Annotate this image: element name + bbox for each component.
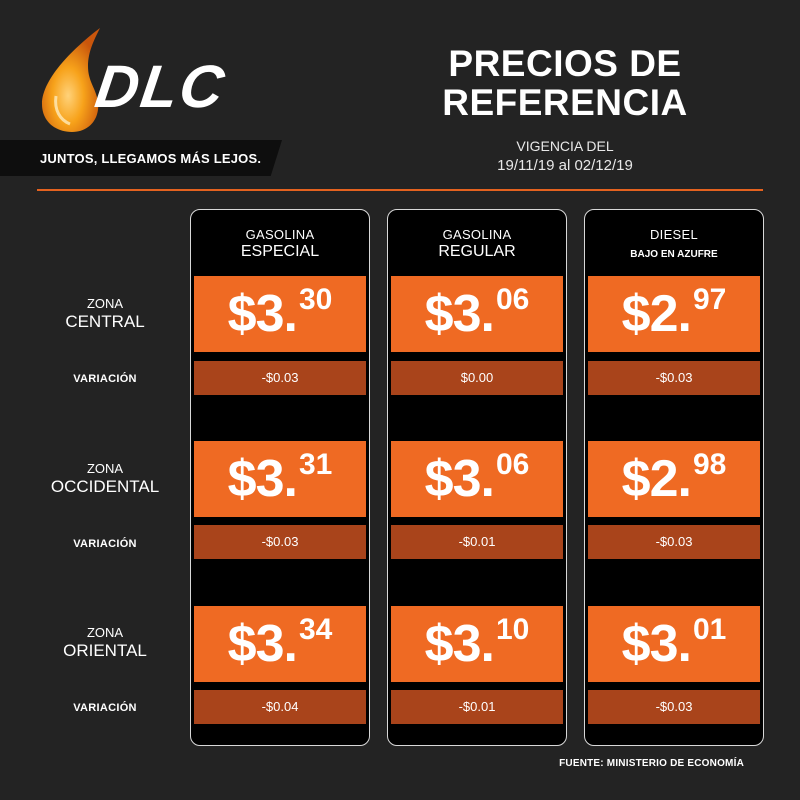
fuel-type: GASOLINA	[442, 227, 512, 242]
variation-oriental-regular: -$0.01	[391, 690, 563, 724]
price-cents: 31	[298, 448, 333, 481]
zone-word: ZONA	[86, 625, 124, 640]
price-dollars: $2.	[621, 285, 692, 343]
fuel-grade: REGULAR	[438, 243, 516, 260]
price-central-especial: $3.30	[194, 276, 366, 352]
price-cents: 30	[298, 283, 333, 316]
price-cents: 06	[495, 448, 530, 481]
price-oriental-regular: $3.10	[391, 606, 563, 682]
price-occidental-regular: $3.06	[391, 441, 563, 517]
source-note: FUENTE: MINISTERIO DE ECONOMÍA	[559, 758, 744, 769]
fuel-type: GASOLINA	[245, 227, 315, 242]
title-line-1: PRECIOS DE	[448, 43, 682, 84]
zone-word: ZONA	[86, 461, 124, 476]
zone-word: ZONA	[86, 296, 124, 311]
zone-label-occidental: ZONA OCCIDENTAL	[30, 460, 180, 496]
variation-occidental-diesel: -$0.03	[588, 525, 760, 559]
header-divider	[37, 189, 763, 191]
price-oriental-diesel: $3.01	[588, 606, 760, 682]
zone-name: OCCIDENTAL	[50, 477, 160, 496]
fuel-type: DIESEL	[649, 227, 699, 242]
price-dollars: $3.	[227, 615, 298, 673]
logo-text: DLC	[91, 53, 231, 120]
price-central-diesel: $2.97	[588, 276, 760, 352]
column-header: GASOLINA REGULAR	[388, 226, 566, 260]
variation-occidental-especial: -$0.03	[194, 525, 366, 559]
zone-label-central: ZONA CENTRAL	[30, 295, 180, 331]
price-dollars: $3.	[621, 615, 692, 673]
column-header: DIESEL BAJO EN AZUFRE	[585, 226, 763, 263]
price-cents: 06	[495, 283, 530, 316]
slogan-bar	[0, 140, 282, 176]
price-cents: 34	[298, 613, 333, 646]
price-cents: 97	[692, 283, 727, 316]
variation-oriental-especial: -$0.04	[194, 690, 366, 724]
price-dollars: $3.	[424, 450, 495, 508]
variation-oriental-diesel: -$0.03	[588, 690, 760, 724]
price-occidental-diesel: $2.98	[588, 441, 760, 517]
zone-label-oriental: ZONA ORIENTAL	[30, 624, 180, 660]
zone-name: ORIENTAL	[63, 641, 147, 660]
price-dollars: $3.	[424, 615, 495, 673]
oil-drop-icon	[42, 28, 100, 132]
price-dollars: $3.	[227, 450, 298, 508]
variation-central-diesel: -$0.03	[588, 361, 760, 395]
fuel-grade: BAJO EN AZUFRE	[630, 249, 718, 260]
brand-logo: DLC	[36, 26, 286, 136]
zone-name: CENTRAL	[65, 312, 145, 331]
price-dollars: $3.	[424, 285, 495, 343]
variation-central-especial: -$0.03	[194, 361, 366, 395]
fuel-grade: ESPECIAL	[240, 243, 320, 260]
price-cents: 98	[692, 448, 727, 481]
column-header: GASOLINA ESPECIAL	[191, 226, 369, 260]
title-line-2: REFERENCIA	[442, 82, 688, 123]
vigencia-label: VIGENCIA DEL	[516, 138, 614, 154]
vigencia-dates: 19/11/19 al 02/12/19	[497, 157, 633, 174]
variation-label-central: VARIACIÓN	[73, 373, 137, 385]
price-dollars: $2.	[621, 450, 692, 508]
variation-occidental-regular: -$0.01	[391, 525, 563, 559]
page-title: PRECIOS DE REFERENCIA	[400, 44, 730, 122]
price-central-regular: $3.06	[391, 276, 563, 352]
price-oriental-especial: $3.34	[194, 606, 366, 682]
variation-label-occidental: VARIACIÓN	[73, 538, 137, 550]
price-occidental-especial: $3.31	[194, 441, 366, 517]
slogan: JUNTOS, LLEGAMOS MÁS LEJOS.	[40, 151, 262, 166]
price-cents: 10	[495, 613, 530, 646]
variation-label-oriental: VARIACIÓN	[73, 702, 137, 714]
variation-central-regular: $0.00	[391, 361, 563, 395]
price-dollars: $3.	[227, 285, 298, 343]
price-cents: 01	[692, 613, 727, 646]
